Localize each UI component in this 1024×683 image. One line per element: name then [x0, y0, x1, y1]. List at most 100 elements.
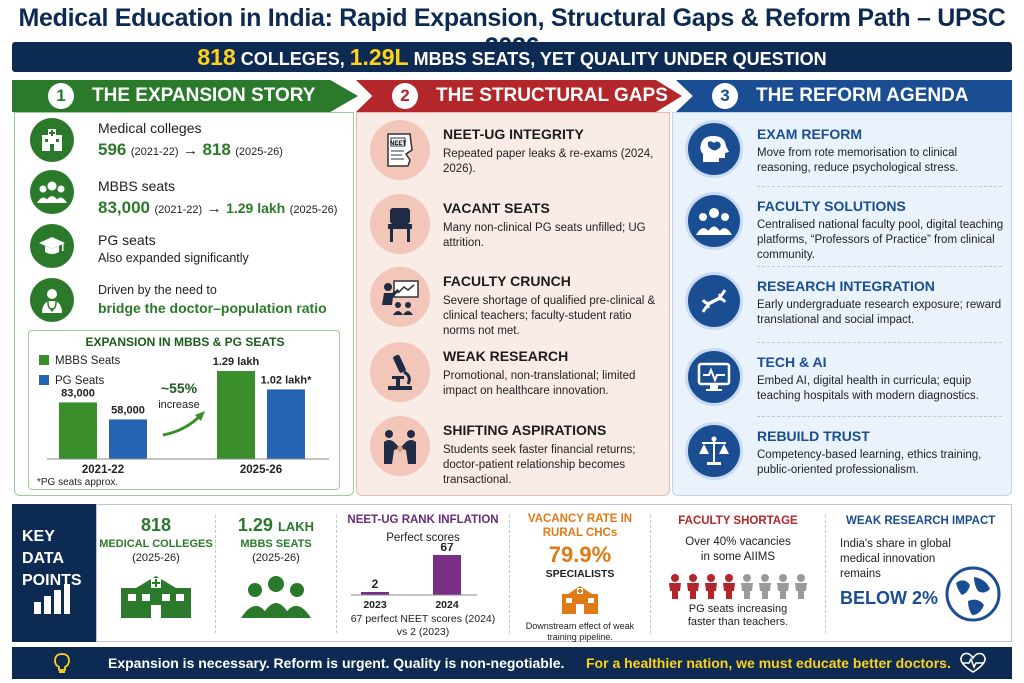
chart-title: EXPANSION IN MBBS & PG SEATS: [86, 335, 285, 349]
seat-chart-svg: EXPANSION IN MBBS & PG SEATS MBBS Seats PG…: [37, 335, 329, 488]
gap-title: WEAK RESEARCH: [443, 348, 569, 364]
person-icon: [777, 574, 789, 599]
annotation-big: ~55%: [161, 380, 198, 396]
gap-text: Many non-clinical PG seats unfilled; UG …: [443, 222, 646, 249]
driver-label: Driven by the need to: [98, 283, 217, 297]
reform-title: RESEARCH INTEGRATION: [757, 278, 935, 294]
faculty-people-row: [651, 573, 825, 599]
colleges-growth: 596 (2021-22) → 818 (2025-26): [98, 140, 283, 160]
neet-bar: [433, 555, 461, 595]
driver-highlight: bridge the doctor–population ratio: [98, 300, 327, 316]
kd-vacancy-note-2: training pipeline.: [547, 632, 613, 642]
kd-vacancy-title: VACANCY RATE IN RURAL CHCs: [510, 512, 650, 540]
graduation-cap-icon: [30, 224, 74, 268]
people-icon: [241, 576, 311, 618]
kd-research-text-3: remains: [840, 568, 881, 580]
kd-neet-note: 67 perfect NEET scores (2024) vs 2 (2023): [337, 613, 509, 639]
column-label: THE STRUCTURAL GAPS: [436, 85, 668, 106]
seats-label: MBBS seats: [98, 178, 176, 194]
person-icon: [723, 574, 735, 599]
seats-to: 1.29 lakh: [226, 200, 286, 216]
kd-vacancy: VACANCY RATE IN RURAL CHCs 79.9% SPECIALI…: [510, 505, 650, 643]
expansion-chart: EXPANSION IN MBBS & PG SEATS MBBS Seats PG…: [28, 330, 340, 490]
column-header-gaps: 2 THE STRUCTURAL GAPS: [356, 80, 682, 112]
colleges-from-year: (2021-22): [130, 146, 179, 158]
colleges-from: 596: [98, 140, 127, 159]
neet-bar-label: 67: [440, 543, 454, 554]
kd-faculty-note: PG seats increasing faster than teachers.: [651, 603, 825, 629]
person-icon: [741, 574, 753, 599]
legend-label: PG Seats: [55, 375, 104, 387]
rural-clinic-icon: [562, 586, 598, 614]
key-data-strip: 818 MEDICAL COLLEGES (2025-26) 1.29 LAKH…: [96, 504, 1012, 642]
kd-seats-value: 1.29 LAKH: [216, 515, 336, 536]
kd-vacancy-label: SPECIALISTS: [545, 568, 615, 580]
group-icon: [685, 192, 743, 250]
footer-right-text: For a healthier nation, we must educate …: [586, 655, 951, 671]
bar: [267, 389, 305, 459]
kd-faculty-text-1: Over 40% vacancies: [685, 536, 791, 548]
footer-left-text: Expansion is necessary. Reform is urgent…: [108, 655, 565, 671]
reform-separator: [757, 342, 1002, 343]
gap-title: VACANT SEATS: [443, 200, 550, 216]
trend-arrowhead: [195, 411, 205, 421]
seats-to-year: (2025-26): [289, 204, 338, 216]
gap-text: Repeated paper leaks & re-exams (2024, 2…: [443, 148, 654, 175]
kd-vacancy-note: Downstream effect of weak training pipeli…: [510, 621, 650, 643]
kd-vacancy-title-2: RURAL CHCs: [542, 527, 618, 539]
kd-vacancy-title-1: VACANCY RATE IN: [527, 513, 633, 525]
torn-paper-icon: NEET: [370, 120, 430, 180]
kd-research: WEAK RESEARCH IMPACT India's share in gl…: [826, 505, 1012, 643]
colleges-to: 818: [202, 140, 231, 159]
microscope-icon: [370, 342, 430, 402]
person-icon: [759, 574, 771, 599]
kd-seats-number: 1.29: [237, 515, 273, 535]
legend-swatch: [39, 355, 49, 365]
bar: [109, 419, 147, 459]
gap-text: Severe shortage of qualified pre-clinica…: [443, 295, 656, 337]
kd-faculty-title: FACULTY SHORTAGE: [678, 515, 798, 527]
headline-colleges: 818: [197, 44, 236, 70]
reform-text: Competency-based learning, ethics traini…: [757, 449, 982, 476]
reform-separator: [757, 186, 1002, 187]
svg-text:NEET: NEET: [390, 141, 406, 147]
kd-faculty-text-2: in some AIIMS: [700, 551, 776, 563]
legend-label: MBBS Seats: [55, 355, 120, 367]
gap-text: Promotional, non-translational; limited …: [443, 370, 636, 397]
bar-label: 58,000: [111, 404, 145, 416]
headline-seats: 1.29L: [349, 44, 409, 70]
colleges-label: Medical colleges: [98, 120, 202, 136]
brain-icon: [685, 120, 743, 178]
kd-research-title: WEAK RESEARCH IMPACT: [846, 515, 996, 527]
reform-text: Centralised national faculty pool, digit…: [757, 219, 1004, 261]
neet-chart-svg: 2 2023 67 2024: [351, 543, 477, 611]
kd-neet-note-1: 67 perfect NEET scores (2024): [350, 613, 496, 625]
bar: [217, 371, 255, 459]
people-icon: [30, 170, 74, 214]
teacher-icon: [370, 267, 430, 327]
divider: [650, 515, 651, 633]
person-icon: [687, 574, 699, 599]
kd-seats: 1.29 LAKH MBBS SEATS (2025-26): [216, 505, 336, 643]
arrow-icon: →: [182, 142, 198, 159]
bar-label: 1.29 lakh: [213, 356, 260, 368]
divider: [215, 515, 216, 633]
kd-faculty-note-2: faster than teachers.: [687, 616, 789, 628]
footer-banner: Expansion is necessary. Reform is urgent…: [12, 647, 1012, 679]
kd-research-text: India's share in global medical innovatio…: [840, 537, 1012, 582]
key-data-label: KEY DATA POINTS: [12, 504, 96, 642]
person-icon: [669, 574, 681, 599]
column-header-reform: 3 THE REFORM AGENDA: [676, 80, 1012, 112]
empty-chair-icon: [370, 194, 430, 254]
kd-vacancy-note-1: Downstream effect of weak: [525, 621, 635, 631]
kd-vacancy-value: 79.9%: [548, 542, 612, 567]
kd-neet-title: NEET-UG RANK INFLATION: [347, 514, 499, 526]
kd-neet-subtitle: Perfect scores: [386, 532, 460, 544]
kd-research-text-2: medical innovation: [840, 553, 936, 565]
globe-icon: [945, 566, 1001, 622]
scales-icon: [685, 422, 743, 480]
pg-text: Also expanded significantly: [98, 251, 249, 265]
neet-year-label: 2024: [435, 599, 459, 611]
gap-title: NEET-UG INTEGRITY: [443, 126, 584, 142]
